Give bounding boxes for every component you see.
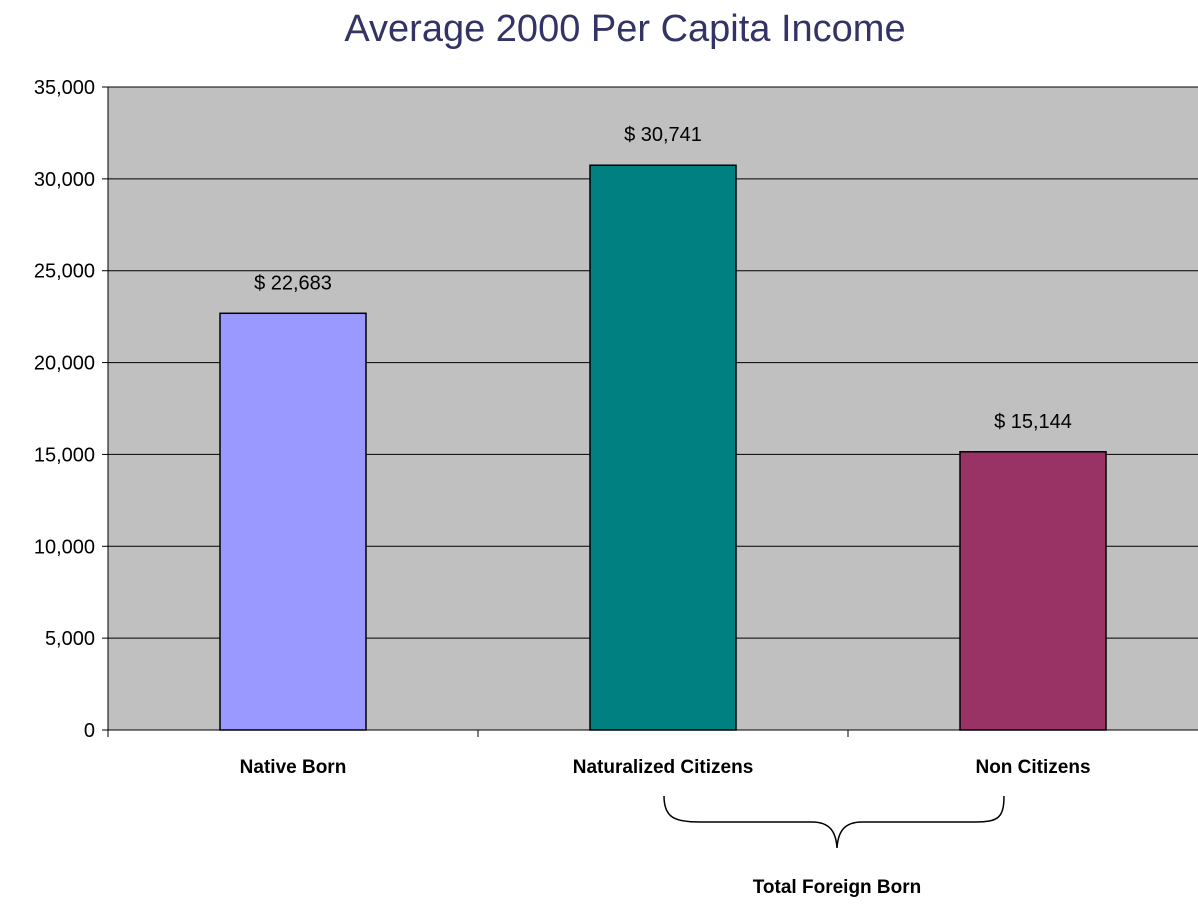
group-brace bbox=[663, 795, 1005, 849]
bar bbox=[959, 451, 1107, 731]
y-tick-label: 10,000 bbox=[34, 536, 95, 558]
category-labels: Native Born Naturalized Citizens Non Citiz… bbox=[240, 757, 1091, 778]
category-label: Naturalized Citizens bbox=[573, 757, 754, 778]
bar bbox=[589, 164, 737, 731]
y-tick-label: 20,000 bbox=[34, 353, 95, 375]
bar bbox=[219, 312, 367, 731]
data-label: $ 15,144 bbox=[994, 411, 1072, 433]
data-label: $ 22,683 bbox=[254, 272, 332, 294]
y-tick-label: 15,000 bbox=[34, 444, 95, 466]
chart-title: Average 2000 Per Capita Income bbox=[344, 8, 906, 50]
x-axis-ticks bbox=[107, 730, 849, 737]
y-tick-label: 35,000 bbox=[34, 77, 95, 99]
y-axis-ticks: 0 5,000 10,000 15,000 20,000 25,000 30,000 35,0… bbox=[34, 77, 108, 742]
bars bbox=[219, 164, 1107, 731]
data-label: $ 30,741 bbox=[624, 124, 702, 146]
data-labels: $ 22,683 $ 30,741 $ 15,144 bbox=[254, 124, 1072, 433]
y-tick-label: 25,000 bbox=[34, 261, 95, 283]
y-tick-label: 0 bbox=[84, 720, 95, 742]
y-tick-label: 30,000 bbox=[34, 169, 95, 191]
category-label: Non Citizens bbox=[975, 757, 1090, 778]
category-label: Native Born bbox=[240, 757, 347, 778]
group-label-text: Total Foreign Born bbox=[753, 877, 922, 898]
y-tick-label: 5,000 bbox=[45, 628, 95, 650]
